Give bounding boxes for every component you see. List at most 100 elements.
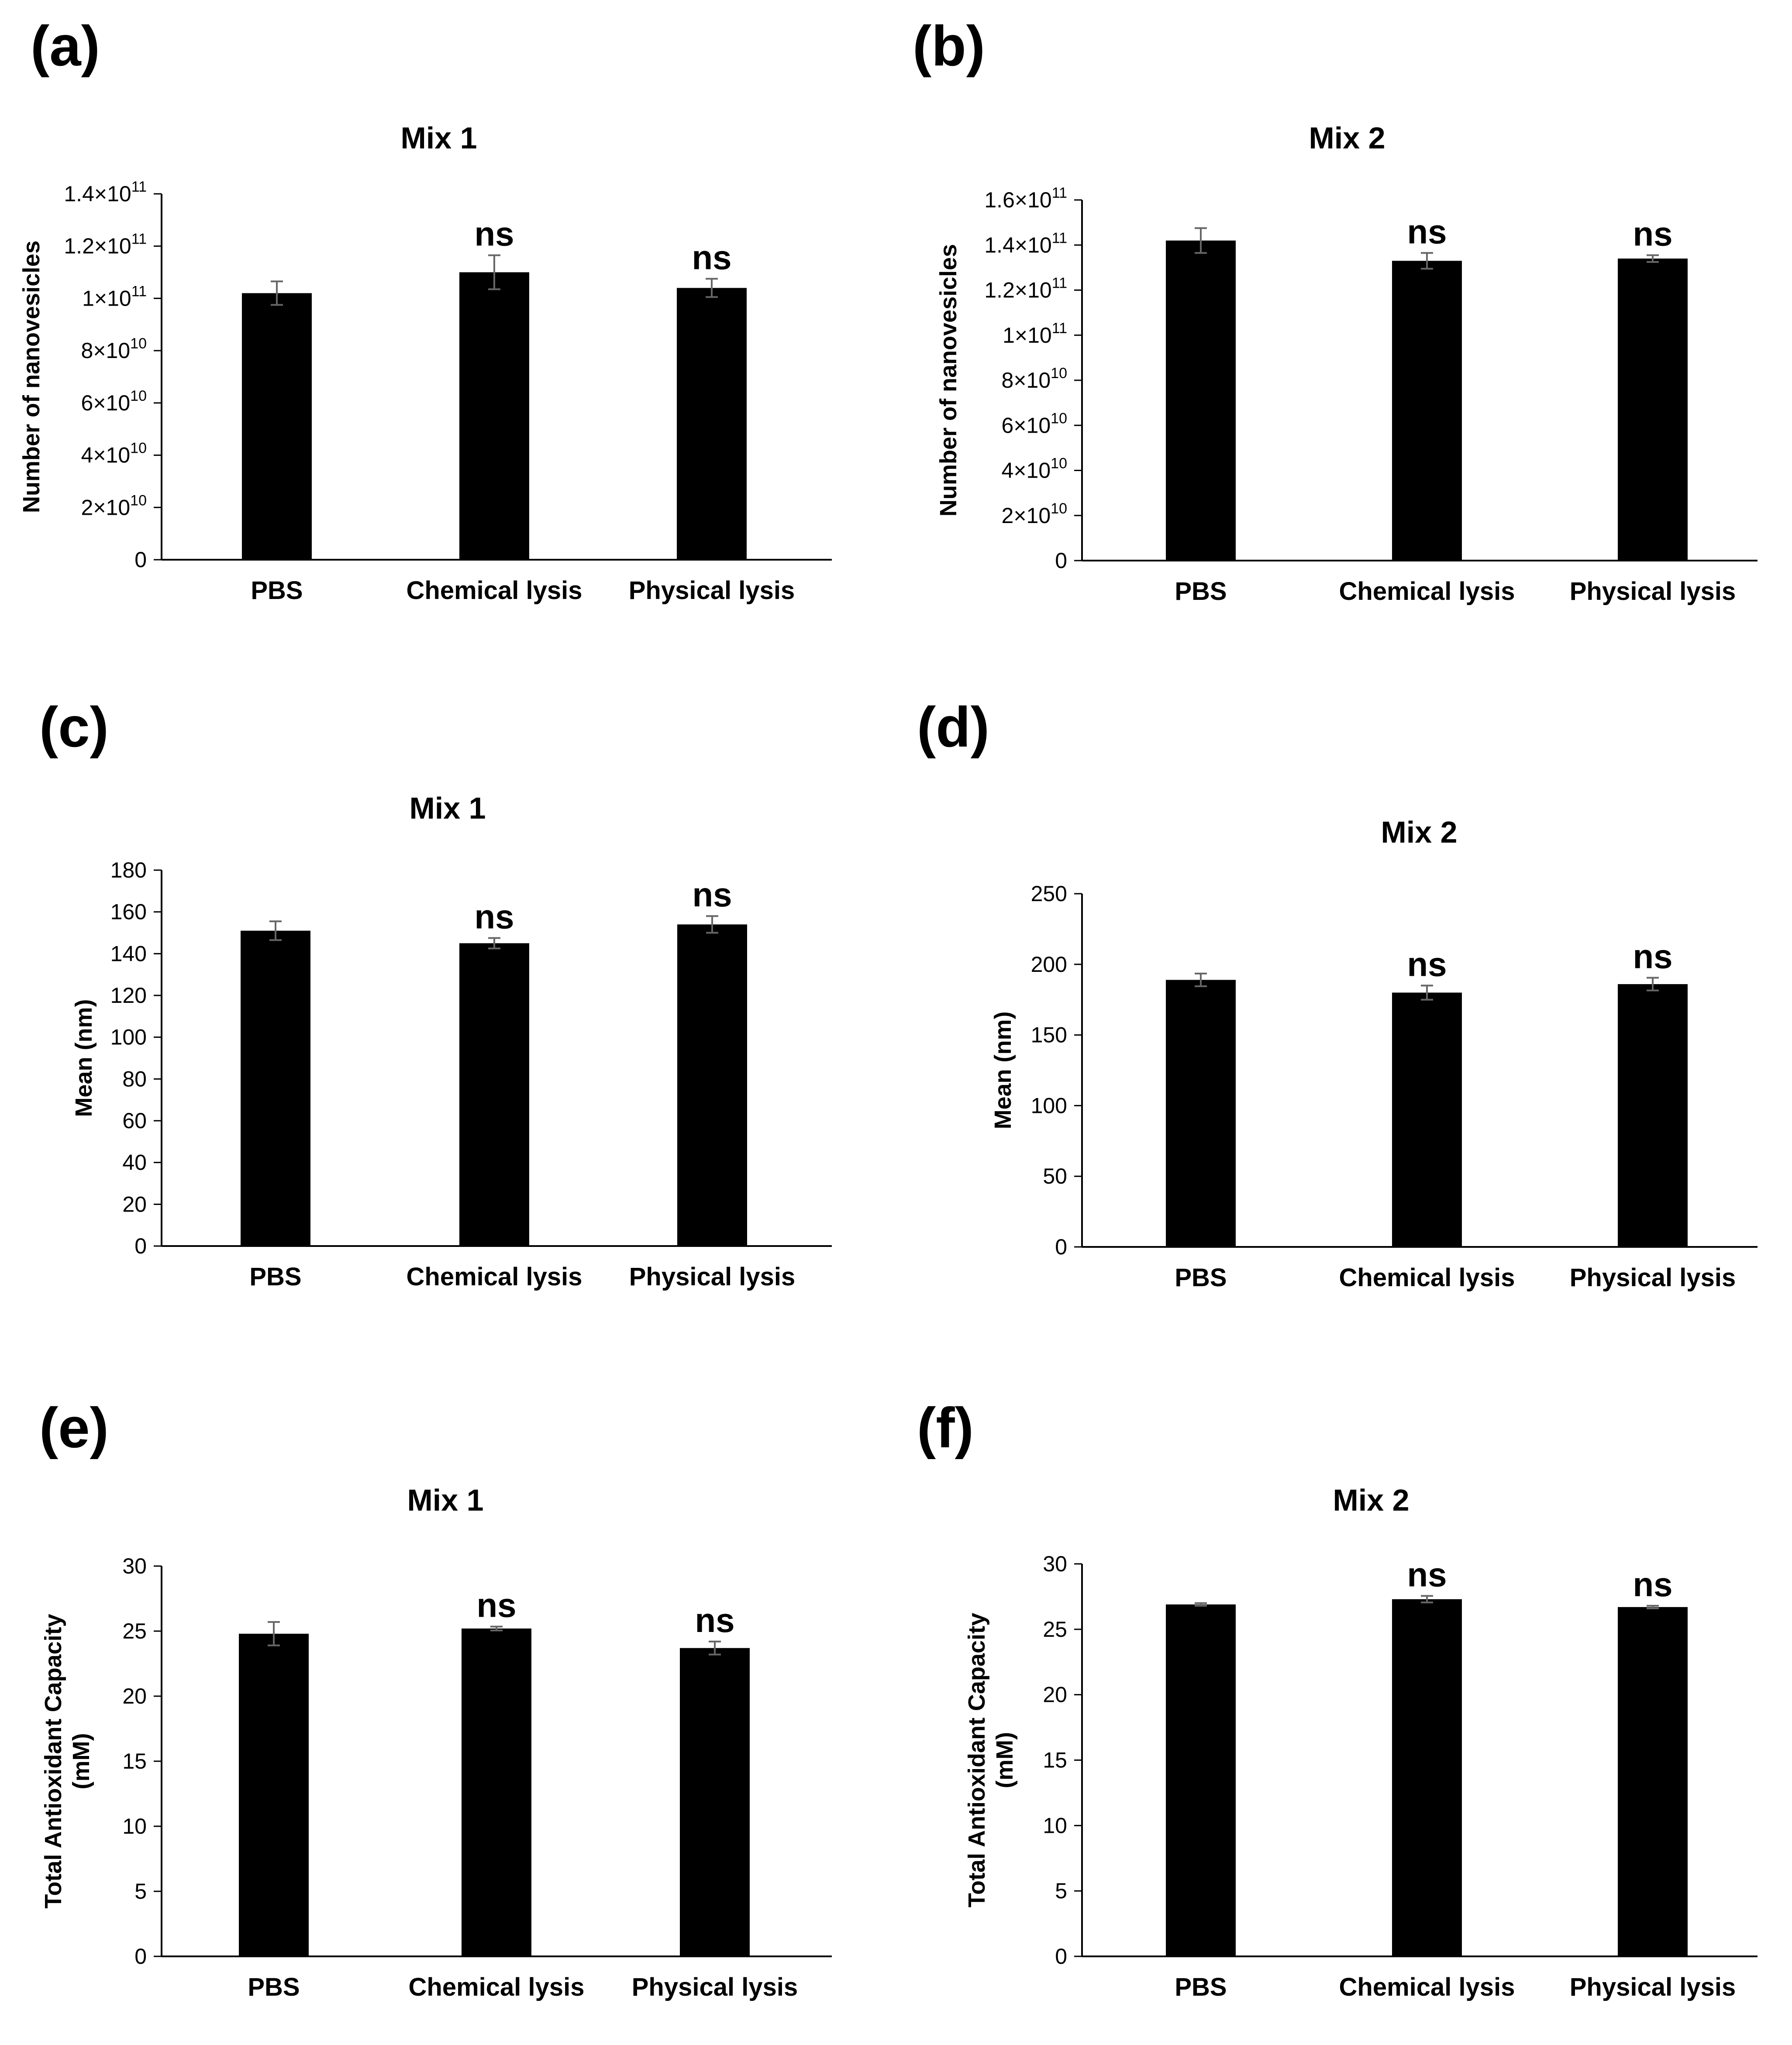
significance-label: ns — [692, 875, 732, 914]
bar — [1392, 992, 1462, 1247]
y-tick-label: 30 — [1043, 1552, 1067, 1576]
y-tick-label: 5 — [1055, 1879, 1067, 1903]
y-tick-label: 5 — [134, 1879, 147, 1904]
significance-label: ns — [1407, 212, 1447, 251]
y-tick-label: 250 — [1031, 881, 1067, 906]
chart-panel-5: (e) Mix 1 0 5 10 15 20 25 30 Total Antioxidant Ca… — [39, 1396, 832, 2001]
y-tick-label: 1.2×1011 — [64, 231, 147, 258]
x-category-label: Chemical lysis — [407, 576, 582, 605]
y-tick-label: 10 — [122, 1814, 147, 1838]
bar — [1618, 984, 1688, 1247]
significance-label: ns — [1633, 214, 1672, 253]
y-axis-label: Mean (nm) — [71, 999, 97, 1117]
bar — [239, 1633, 309, 1956]
significance-label: ns — [474, 897, 514, 936]
chart-title: Mix 1 — [400, 121, 477, 155]
x-category-label: PBS — [248, 1973, 300, 2001]
chart-panel-4: (d) Mix 2 0 50 100 150 200 250 Mean (nm) PBS Chemi… — [917, 695, 1758, 1292]
y-tick-label: 0 — [1055, 1235, 1067, 1259]
chart-panel-6: (f) Mix 2 0 5 10 15 20 25 30 Total Antioxidant Ca… — [917, 1396, 1758, 2001]
y-tick-label: 1×1011 — [1003, 320, 1067, 348]
bar — [1392, 1599, 1462, 1956]
panel-label: (f) — [917, 1396, 974, 1460]
x-category-label: Physical lysis — [1570, 1973, 1736, 2001]
y-tick-label: 40 — [122, 1150, 147, 1175]
y-tick-label: 20 — [1043, 1683, 1067, 1707]
chart-title: Mix 2 — [1309, 121, 1385, 155]
x-category-label: PBS — [1175, 577, 1227, 606]
y-tick-label: 6×1010 — [1002, 410, 1067, 437]
y-tick-label: 140 — [110, 941, 147, 966]
y-axis-label: Mean (nm) — [990, 1012, 1016, 1129]
x-category-label: PBS — [249, 1263, 301, 1291]
y-tick-label: 15 — [122, 1749, 147, 1773]
x-category-label: Physical lysis — [1570, 1263, 1736, 1292]
x-category-label: Chemical lysis — [1339, 1263, 1515, 1292]
bar — [459, 943, 529, 1246]
x-category-label: PBS — [251, 576, 303, 605]
panel-label: (e) — [39, 1396, 109, 1460]
bar — [462, 1628, 531, 1956]
y-tick-label: 1.6×1011 — [984, 185, 1067, 212]
x-category-label: Physical lysis — [632, 1973, 798, 2001]
y-tick-label: 100 — [1031, 1093, 1067, 1118]
y-tick-label: 2×1010 — [1002, 500, 1067, 528]
panel-label: (b) — [913, 14, 985, 78]
significance-label: ns — [1407, 1555, 1447, 1594]
x-category-label: Chemical lysis — [407, 1263, 582, 1291]
y-tick-label: 1×1011 — [82, 283, 147, 310]
y-tick-label: 0 — [134, 547, 147, 572]
bar — [1166, 980, 1236, 1247]
y-tick-label: 0 — [1055, 1944, 1067, 1969]
bar — [1618, 1607, 1688, 1956]
chart-title: Mix 2 — [1381, 815, 1457, 849]
bar — [1166, 1604, 1236, 1956]
chart-panel-1: (a) Mix 1 0 2×1010 4×1010 6×1010 8×1010 1×1011 1… — [18, 14, 832, 605]
bar — [677, 924, 747, 1246]
bar — [242, 293, 312, 560]
y-tick-label: 4×1010 — [1002, 455, 1067, 483]
panel-label: (a) — [31, 14, 100, 78]
significance-label: ns — [1633, 937, 1672, 976]
significance-label: ns — [474, 215, 514, 253]
chart-panel-3: (c) Mix 1 0 20 40 60 80 100 120 140 160 180 Mean (nm… — [39, 695, 832, 1291]
y-tick-label: 8×1010 — [81, 335, 147, 363]
y-tick-label: 60 — [122, 1109, 147, 1133]
y-tick-label: 20 — [122, 1192, 147, 1216]
y-tick-label: 1.2×1011 — [984, 275, 1067, 303]
y-tick-label: 160 — [110, 900, 147, 924]
y-tick-label: 150 — [1031, 1023, 1067, 1047]
y-axis-label: Number of nanovesicles — [18, 241, 45, 513]
bar — [1618, 258, 1688, 561]
x-category-label: PBS — [1175, 1263, 1227, 1292]
y-tick-label: 6×1010 — [81, 388, 147, 415]
y-tick-label: 15 — [1043, 1748, 1067, 1773]
y-tick-label: 25 — [122, 1619, 147, 1643]
y-tick-label: 25 — [1043, 1617, 1067, 1642]
x-category-label: Chemical lysis — [1339, 1973, 1515, 2001]
significance-label: ns — [692, 238, 731, 277]
bar — [241, 930, 310, 1246]
chart-panel-2: (b) Mix 2 0 2×1010 4×1010 6×1010 8×1010 1×1011 1… — [913, 14, 1758, 606]
y-tick-label: 4×1010 — [81, 440, 147, 468]
bar — [1392, 261, 1462, 561]
chart-title: Mix 1 — [407, 1483, 483, 1517]
chart-title: Mix 1 — [409, 791, 486, 825]
y-axis-label: Number of nanovesicles — [935, 244, 961, 516]
x-category-label: Chemical lysis — [409, 1973, 585, 2001]
bar — [459, 272, 529, 560]
y-tick-label: 0 — [134, 1944, 147, 1969]
bar — [680, 1648, 750, 1956]
y-axis-label: Total Antioxidant Capacity(mM) — [964, 1613, 1018, 1907]
y-tick-label: 0 — [134, 1234, 147, 1258]
y-tick-label: 8×1010 — [1002, 365, 1067, 392]
x-category-label: Physical lysis — [629, 576, 795, 605]
panel-label: (c) — [39, 695, 109, 759]
significance-label: ns — [1407, 945, 1447, 983]
chart-title: Mix 2 — [1333, 1483, 1409, 1517]
y-tick-label: 1.4×1011 — [984, 230, 1067, 257]
bar — [1166, 240, 1236, 561]
significance-label: ns — [695, 1601, 734, 1639]
y-tick-label: 180 — [110, 858, 147, 882]
